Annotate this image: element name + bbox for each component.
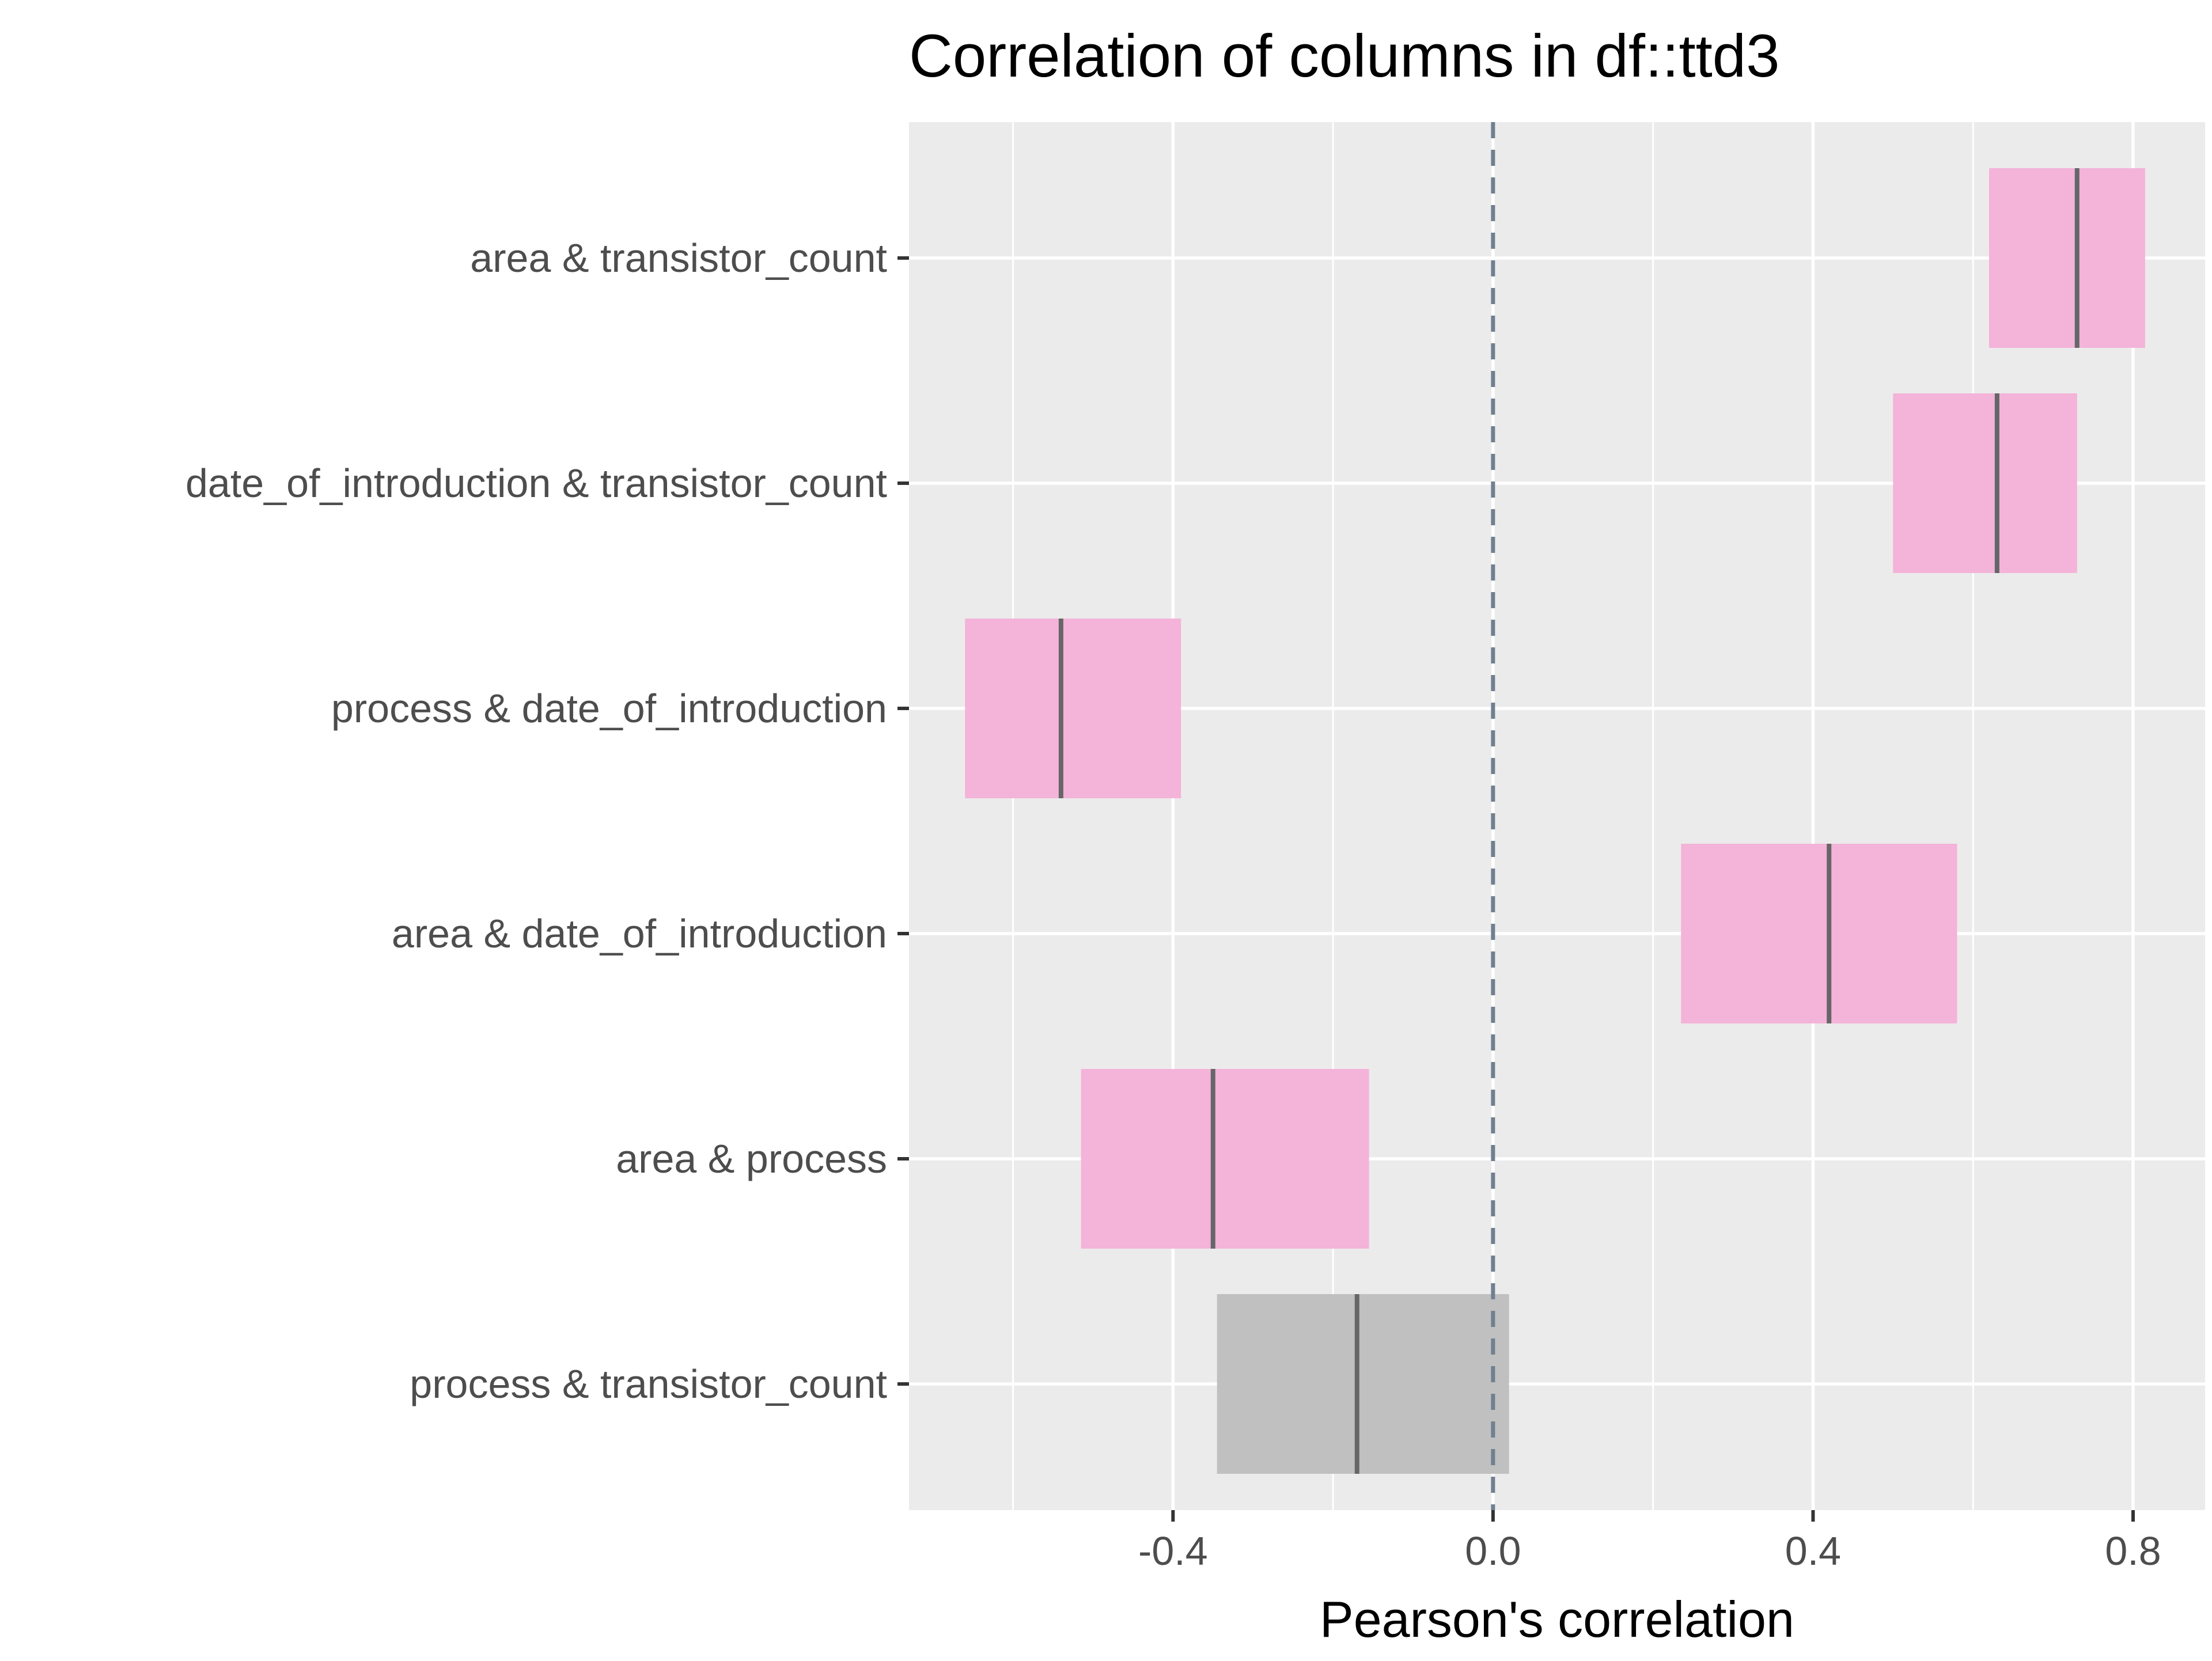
- crossbar: [1989, 168, 2145, 348]
- confidence-interval-bar: [1989, 168, 2145, 348]
- confidence-interval-bar: [1081, 1069, 1369, 1249]
- confidence-interval-bar: [1217, 1294, 1509, 1474]
- crossbar: [1217, 1294, 1509, 1474]
- y-tick-label: date_of_introduction & transistor_count: [185, 461, 887, 506]
- y-tick-label: process & transistor_count: [410, 1362, 887, 1406]
- chart-title: Correlation of columns in df::ttd3: [909, 22, 1780, 90]
- crossbar: [1081, 1069, 1369, 1249]
- crossbar-layer: [965, 168, 2145, 1474]
- x-tick-label: 0.8: [2105, 1529, 2161, 1573]
- x-tick-label: 0.4: [1785, 1529, 1841, 1573]
- x-tick-label: 0.0: [1465, 1529, 1521, 1573]
- x-axis: -0.4 0.0 0.4 0.8: [1138, 1510, 2161, 1573]
- plot-panel: [909, 122, 2205, 1510]
- confidence-interval-bar: [965, 619, 1181, 798]
- y-tick-label: area & process: [616, 1136, 887, 1181]
- y-tick-label: area & transistor_count: [470, 236, 887, 280]
- confidence-interval-bar: [1681, 844, 1957, 1023]
- y-axis: area & transistor_count date_of_introduct…: [185, 236, 909, 1406]
- crossbar: [1681, 844, 1957, 1023]
- minor-gridlines: [1012, 122, 1974, 1510]
- y-tick-label: process & date_of_introduction: [331, 686, 887, 731]
- crossbar: [965, 619, 1181, 798]
- x-tick-label: -0.4: [1138, 1529, 1208, 1573]
- y-tick-label: area & date_of_introduction: [392, 911, 887, 956]
- crossbar: [1893, 393, 2077, 573]
- confidence-interval-bar: [1893, 393, 2077, 573]
- x-axis-title: Pearson's correlation: [1320, 1591, 1794, 1648]
